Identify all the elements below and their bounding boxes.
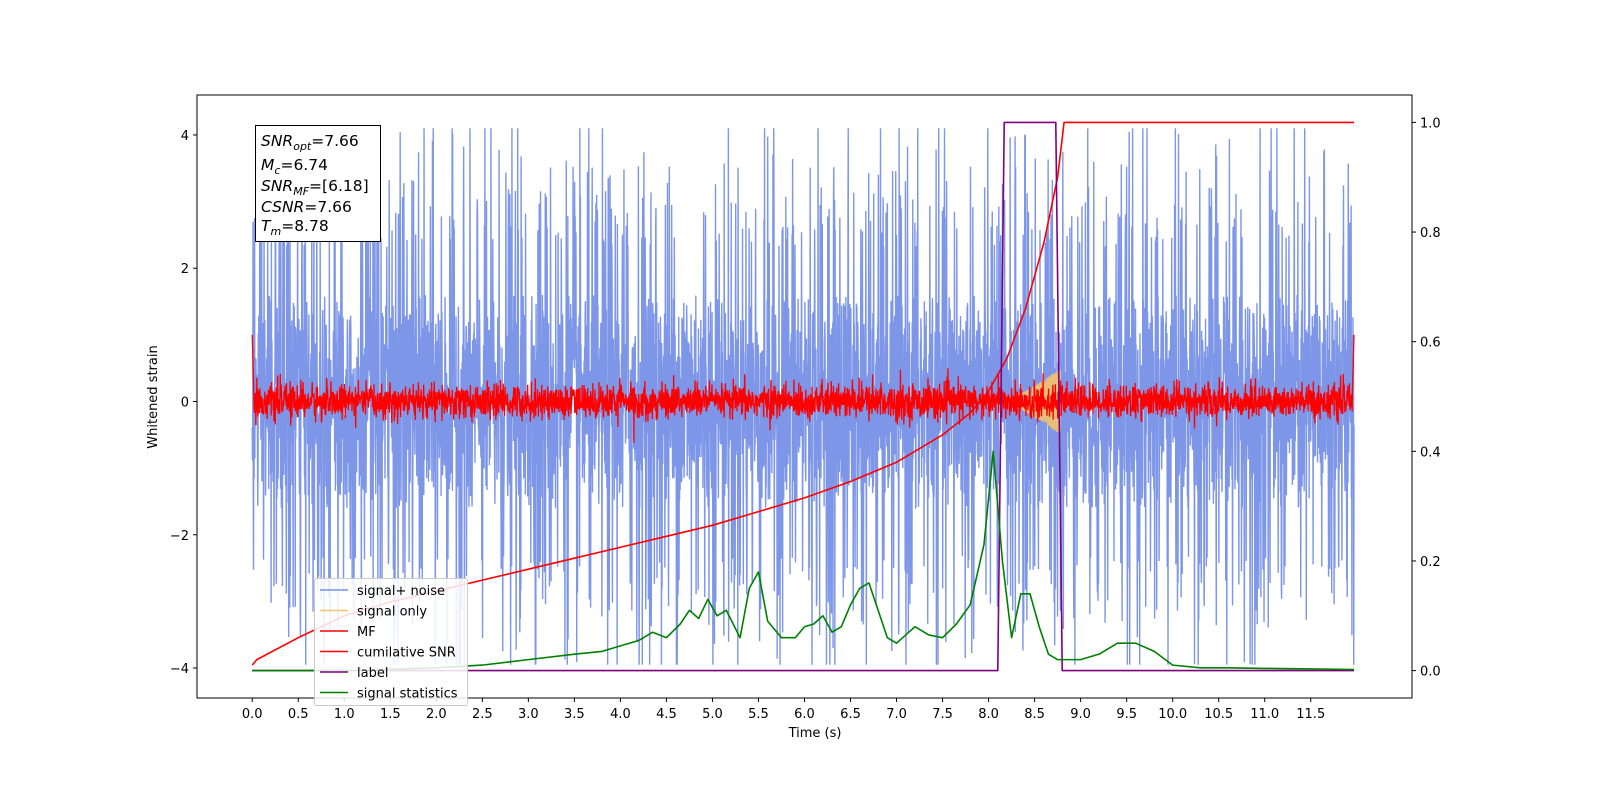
x-tick-label: 10.0: [1158, 707, 1187, 722]
x-tick-label: 5.5: [748, 707, 769, 722]
y-tick-label-right: 0.6: [1420, 336, 1441, 351]
legend-label: cumilative SNR: [357, 646, 456, 661]
legend-label: MF: [357, 625, 376, 640]
x-tick-label: 7.5: [932, 707, 953, 722]
x-tick-label: 2.5: [472, 707, 493, 722]
y-tick-label-right: 0.8: [1420, 226, 1441, 241]
x-axis: 0.0 0.5 1.0 1.5 2.0 2.5 3.0 3.5 4.0 4.5 5.0 5.5 6.0 6…: [242, 698, 1325, 722]
x-tick-label: 8.5: [1024, 707, 1045, 722]
info-mc: Mc=6.74: [261, 156, 328, 177]
legend-label: signal only: [357, 605, 427, 620]
info-box: SNRopt=7.66 Mc=6.74 SNRMF=[6.18] CSNR=7.…: [255, 125, 381, 242]
legend-label: signal statistics: [357, 687, 458, 702]
x-tick-label: 2.0: [426, 707, 447, 722]
x-tick-label: 4.5: [656, 707, 677, 722]
info-tm: Tm=8.78: [261, 217, 329, 238]
info-csnr: CSNR=7.66: [261, 198, 352, 216]
x-axis-label: Time (s): [788, 726, 842, 741]
x-tick-label: 11.0: [1250, 707, 1279, 722]
x-tick-label: 0.0: [242, 707, 263, 722]
x-tick-label: 6.5: [840, 707, 861, 722]
legend-frame: [314, 578, 468, 706]
y-tick-label-left: 0: [181, 395, 189, 410]
y-axis-right: 1.0 0.8 0.6 0.4 0.2 0.0: [1412, 116, 1441, 680]
info-box-frame: [255, 125, 381, 242]
x-tick-label: 3.0: [518, 707, 539, 722]
x-tick-label: 0.5: [288, 707, 309, 722]
x-tick-label: 5.0: [702, 707, 723, 722]
series-mf-line: [251, 334, 1355, 444]
x-tick-label: 9.0: [1070, 707, 1091, 722]
x-tick-label: 4.0: [610, 707, 631, 722]
series-label-line: [252, 121, 1355, 672]
series-signal-statistics-line: [252, 450, 1355, 672]
legend-label: label: [357, 666, 388, 681]
legend: signal+ noise signal only MF cumilative SNR…: [314, 578, 468, 706]
y-tick-label-right: 0.2: [1420, 555, 1441, 570]
y-tick-label-right: 0.4: [1420, 445, 1441, 460]
x-tick-label: 11.5: [1296, 707, 1325, 722]
y-tick-label-right: 0.0: [1420, 665, 1441, 680]
legend-label: signal+ noise: [357, 584, 445, 599]
x-tick-label: 8.0: [978, 707, 999, 722]
x-tick-label: 3.5: [564, 707, 585, 722]
y-axis-label: Whitened strain: [146, 345, 161, 448]
info-snr-mf: SNRMF=[6.18]: [261, 177, 369, 198]
y-tick-label-left: −2: [170, 529, 189, 544]
x-tick-label: 1.5: [380, 707, 401, 722]
x-tick-label: 10.5: [1204, 707, 1233, 722]
x-tick-label: 1.0: [334, 707, 355, 722]
y-tick-label-left: 2: [181, 262, 189, 277]
x-tick-label: 6.0: [794, 707, 815, 722]
y-tick-label-left: 4: [181, 129, 189, 144]
y-axis-left: 4 2 0 −2 −4: [170, 129, 197, 677]
x-tick-label: 9.5: [1116, 707, 1137, 722]
series-signal-noise-line: [251, 128, 1355, 665]
y-tick-label-right: 1.0: [1420, 116, 1441, 131]
info-snr-opt: SNRopt=7.66: [261, 132, 359, 153]
y-tick-label-left: −4: [170, 662, 189, 677]
x-tick-label: 7.0: [886, 707, 907, 722]
